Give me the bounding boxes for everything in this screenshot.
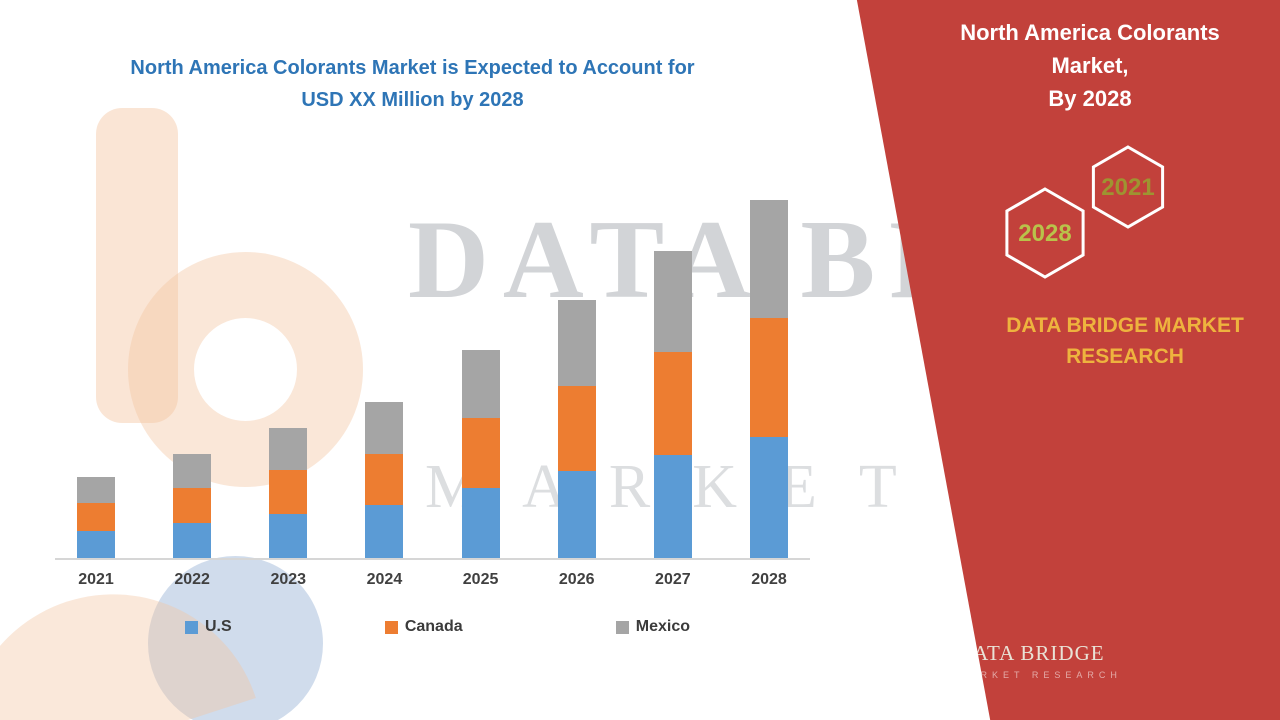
- year-hexagons-graphic: 2021 2028: [1005, 145, 1165, 279]
- x-axis-label: 2025: [462, 571, 499, 588]
- chart-title-line2: USD XX Million by 2028: [301, 89, 524, 111]
- x-axis-label: 2023: [270, 571, 307, 588]
- bar-segment-us: [77, 531, 115, 558]
- bar-column-2022: 2022: [173, 160, 212, 588]
- legend-label: Canada: [404, 618, 463, 635]
- hexagon-2021-label: 2021: [1101, 174, 1154, 201]
- bar-segment-mexico: [365, 402, 404, 454]
- bar-segment-canada: [77, 503, 115, 531]
- bar-segment-canada: [749, 318, 788, 437]
- bar-segment-mexico: [461, 350, 500, 418]
- chart-title: North America Colorants Market is Expect…: [55, 52, 770, 116]
- bar-column-2027: 2027: [653, 160, 692, 588]
- brand-name-line1: DATA BRIDGE MARKET: [1006, 314, 1244, 337]
- data-bridge-logo: DATA BRIDGE MARKET RESEARCH: [898, 636, 1122, 684]
- side-panel-heading-line2: By 2028: [1048, 86, 1132, 111]
- legend-swatch: [185, 620, 198, 634]
- bar-column-2021: 2021: [77, 160, 115, 588]
- side-panel: North America Colorants Market, By 2028 …: [856, 0, 1280, 720]
- bar-segment-canada: [173, 488, 212, 523]
- data-bridge-logo-icon: [899, 637, 945, 683]
- hexagon-2021: [1091, 145, 1165, 229]
- bar-segment-us: [557, 471, 596, 558]
- bar-segment-canada: [653, 352, 692, 455]
- data-bridge-logo-text: DATA BRIDGE MARKET RESEARCH: [957, 641, 1122, 680]
- brand-name-line2: RESEARCH: [1066, 345, 1184, 368]
- bar-column-2028: 2028: [749, 160, 788, 588]
- bar-column-2026: 2026: [557, 160, 596, 588]
- x-axis-label: 2026: [558, 571, 595, 588]
- bar-segment-us: [269, 514, 308, 558]
- legend-item-us: U.S: [185, 618, 232, 636]
- legend-label: Mexico: [635, 618, 690, 635]
- x-axis-label: 2028: [751, 571, 787, 588]
- bar-segment-canada: [365, 454, 404, 505]
- bar-segment-us: [749, 437, 788, 558]
- bar-column-2025: 2025: [461, 160, 500, 588]
- bar-segment-canada: [557, 386, 596, 471]
- bar-segment-us: [461, 488, 500, 558]
- bar-segment-us: [653, 455, 692, 558]
- legend: U.S Canada Mexico: [185, 618, 690, 636]
- bar-segment-mexico: [749, 200, 788, 318]
- bar-column-2024: 2024: [365, 160, 404, 588]
- x-axis-label: 2021: [78, 571, 114, 588]
- bar-segment-mexico: [269, 428, 308, 470]
- logo-title: DATA BRIDGE: [957, 640, 1105, 665]
- bar-segment-canada: [461, 418, 500, 488]
- plot-area: 2021 2022 2023 2024 2025 2026 2027 2028: [55, 160, 810, 588]
- x-axis-label: 2027: [655, 571, 691, 588]
- side-panel-heading: North America Colorants Market, By 2028: [920, 16, 1260, 115]
- chart-title-line1: North America Colorants Market is Expect…: [130, 57, 695, 79]
- legend-swatch: [384, 620, 398, 634]
- legend-swatch: [615, 620, 629, 634]
- hexagon-2028: [1005, 187, 1085, 279]
- bar-segment-mexico: [173, 454, 212, 488]
- logo-subtitle: MARKET RESEARCH: [957, 669, 1122, 680]
- brand-name: DATA BRIDGE MARKET RESEARCH: [980, 310, 1270, 372]
- bar-segment-canada: [269, 470, 308, 514]
- bar-segment-mexico: [77, 477, 115, 503]
- hexagon-2028-label: 2028: [1018, 220, 1071, 247]
- legend-item-mexico: Mexico: [615, 618, 690, 636]
- x-axis-label: 2024: [366, 571, 403, 588]
- bar-column-2023: 2023: [269, 160, 308, 588]
- side-panel-heading-line1: North America Colorants Market,: [960, 20, 1220, 78]
- bar-segment-mexico: [557, 300, 596, 386]
- legend-label: U.S: [205, 618, 232, 635]
- watermark-blue-circle: [148, 556, 323, 720]
- legend-item-canada: Canada: [384, 618, 463, 636]
- x-axis-label: 2022: [174, 571, 210, 588]
- bar-segment-mexico: [653, 251, 692, 352]
- bar-segment-us: [173, 523, 212, 558]
- bar-segment-us: [365, 505, 404, 558]
